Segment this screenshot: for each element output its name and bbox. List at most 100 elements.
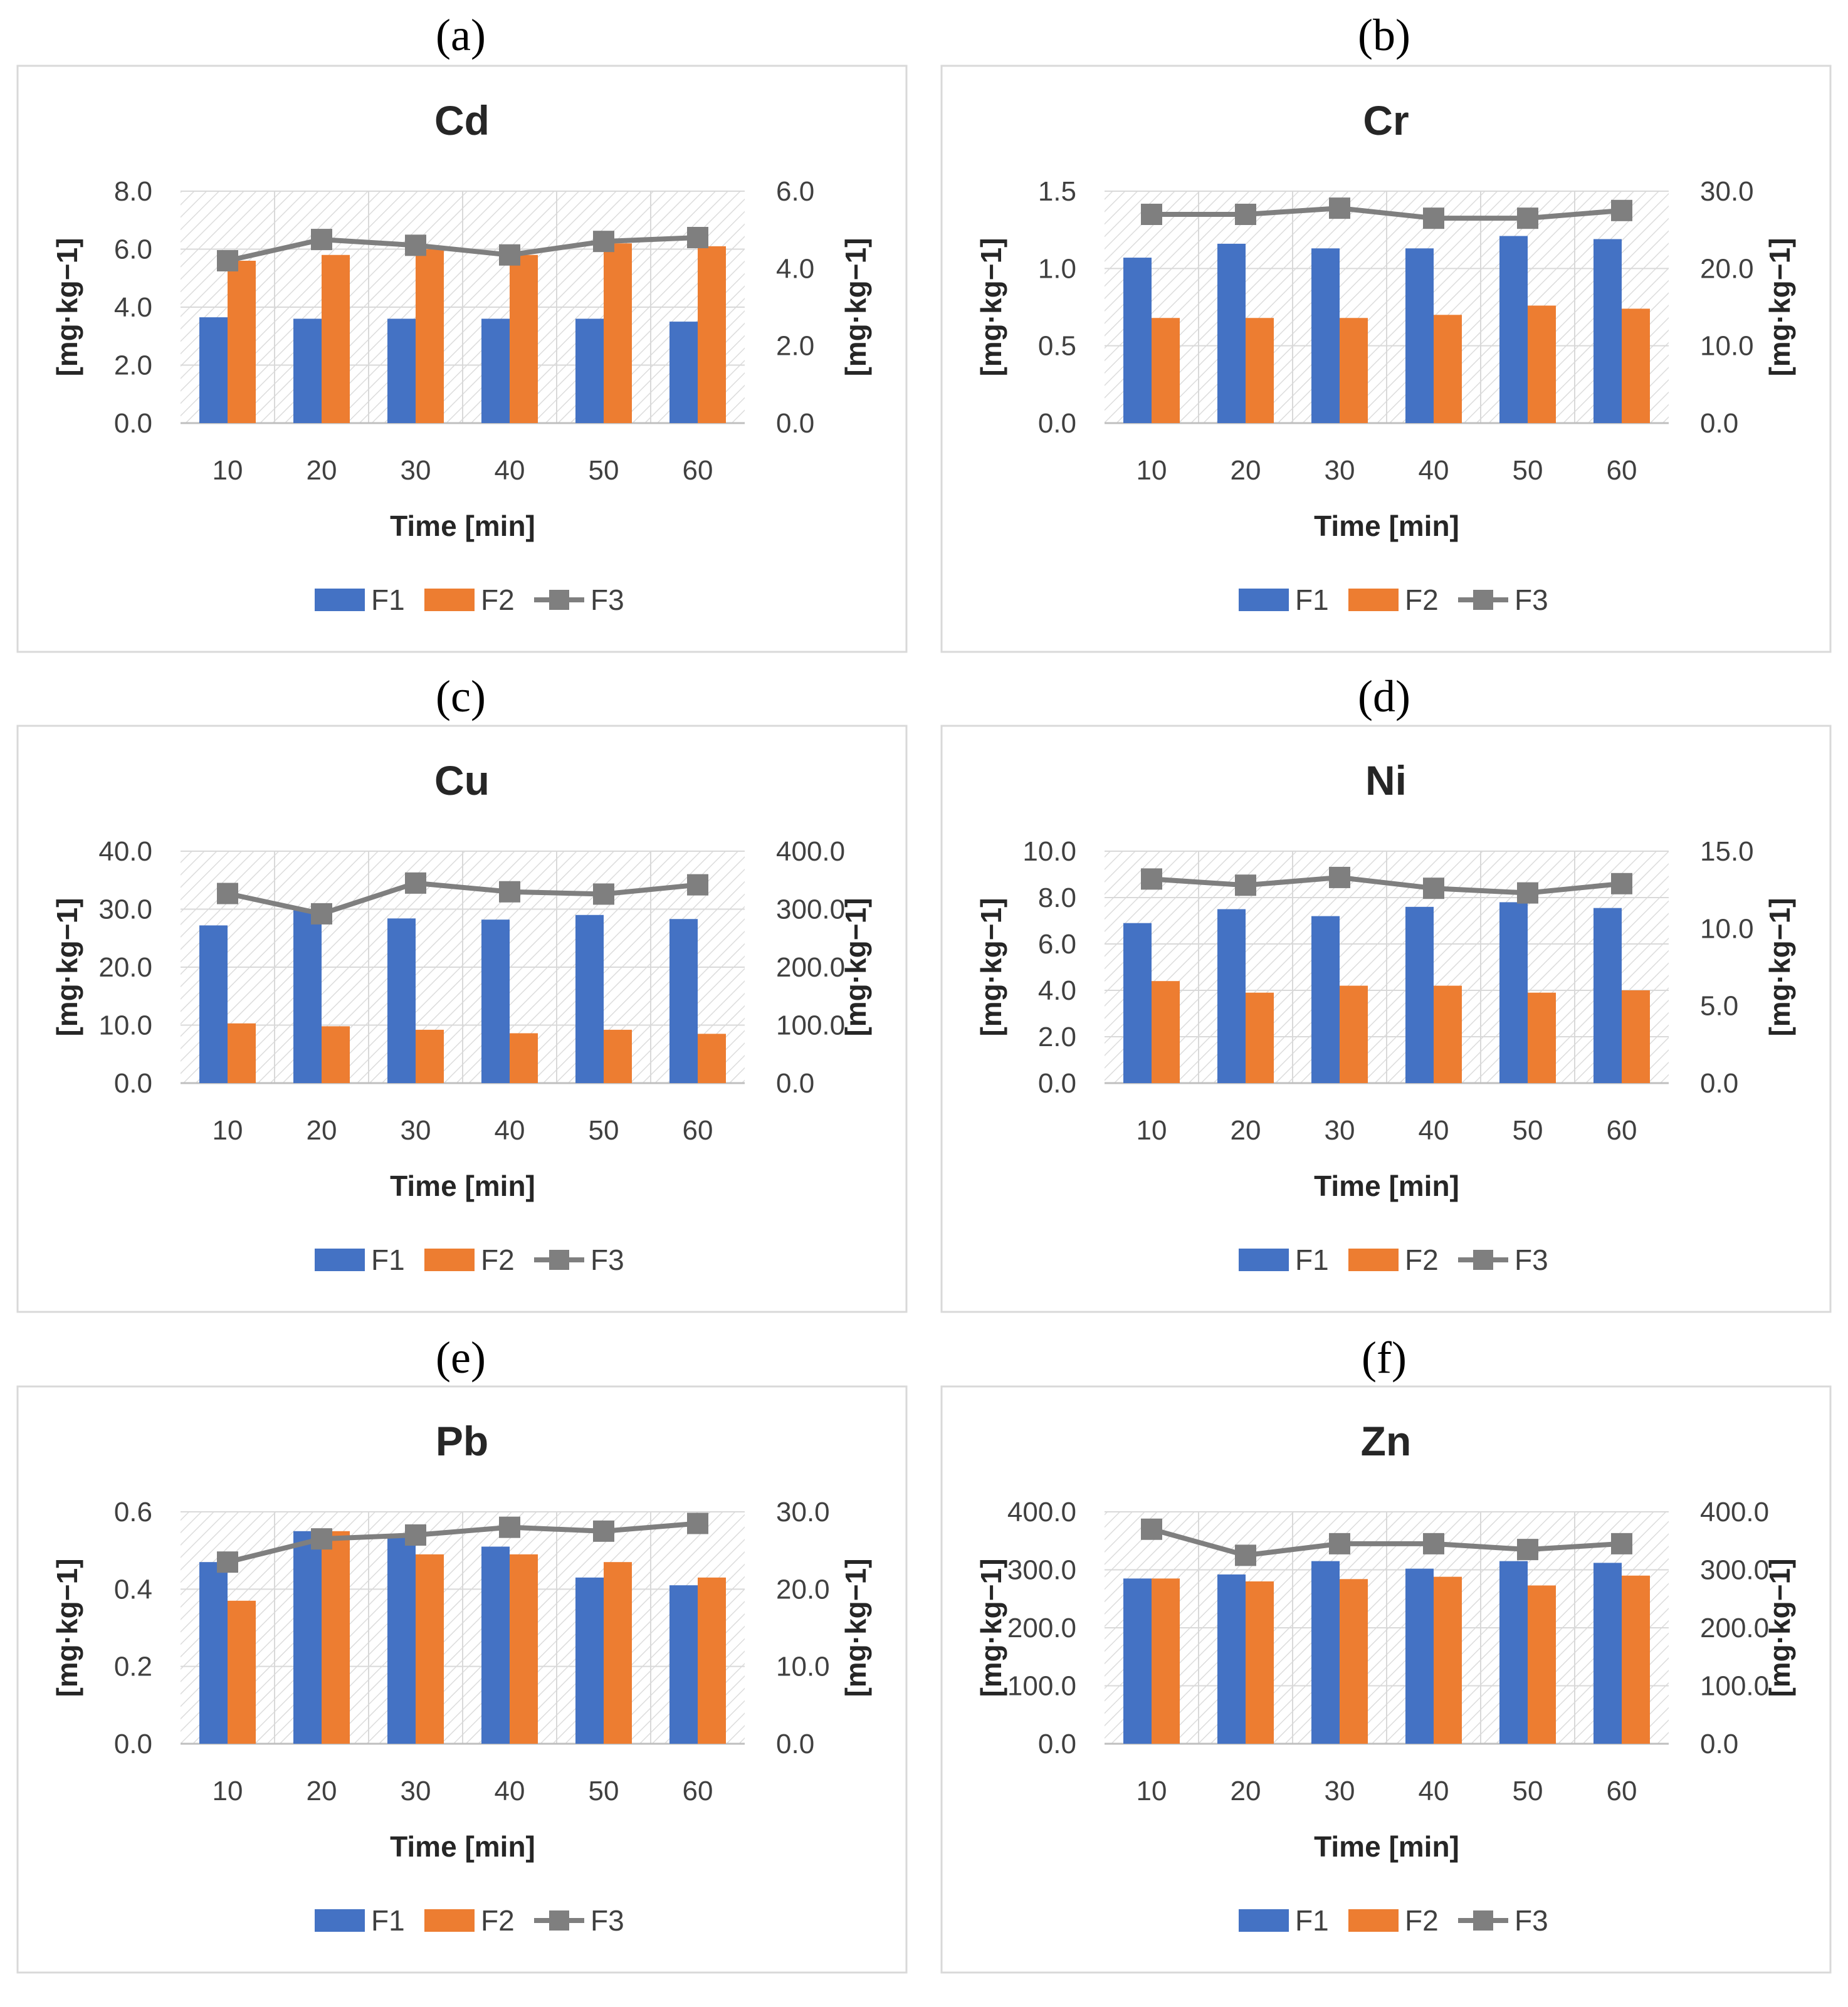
line-f3: [1150, 1526, 1622, 1558]
legend: F1 F2 F3: [315, 1244, 624, 1276]
y-axis-title-right: [mg·kg−1]: [839, 898, 872, 1036]
y2-tick-label: 15.0: [1700, 836, 1754, 867]
x-tick-label: 20: [1231, 455, 1261, 486]
x-tick-label: 50: [1513, 1776, 1543, 1806]
legend-label: F1: [1295, 1904, 1329, 1937]
marker-f3: [1235, 874, 1256, 896]
legend-label: F2: [1405, 584, 1439, 616]
y-axis-title-left: [mg·kg−1]: [975, 238, 1007, 376]
bar-f2: [1528, 305, 1556, 423]
bar-f2: [510, 254, 538, 423]
y-axis-title-right: [mg·kg−1]: [839, 238, 872, 376]
marker-f3: [311, 229, 332, 251]
bar-f1: [387, 1535, 416, 1744]
line-f3: [1151, 874, 1622, 896]
bar-f2: [228, 1600, 256, 1744]
legend-label: F1: [1295, 1244, 1329, 1276]
x-tick-label: 20: [307, 455, 337, 486]
bar-f1: [1593, 908, 1622, 1083]
legend-swatch-f1: [315, 1249, 365, 1271]
x-tick-label: 50: [589, 1115, 619, 1146]
bar-f1: [669, 322, 698, 423]
bar-f2: [322, 254, 350, 423]
marker-f3: [311, 1528, 332, 1550]
bar-f2: [1152, 318, 1180, 423]
bar-f2: [604, 1029, 632, 1083]
marker-f3: [687, 1512, 708, 1534]
line-f3: [227, 1521, 698, 1565]
bar-f2: [228, 1023, 256, 1083]
bar-f1: [1217, 909, 1246, 1083]
y-tick-label: 0.2: [114, 1652, 152, 1682]
y-axis-title-left: [mg·kg−1]: [975, 1558, 1007, 1697]
bar-f1: [199, 317, 228, 423]
marker-f3: [1329, 866, 1350, 888]
bar-f1: [669, 1585, 698, 1744]
x-tick-label: 10: [213, 1776, 243, 1806]
x-tick-label: 60: [683, 1776, 713, 1806]
bar-f2: [416, 249, 444, 423]
y-axis-title-left: [mg·kg−1]: [51, 1558, 83, 1697]
bar-f2: [510, 1554, 538, 1744]
x-axis-title: Time [min]: [390, 1170, 535, 1202]
chart-title: Cr: [1363, 97, 1409, 144]
marker-f3: [1423, 1533, 1444, 1554]
marker-f3: [1517, 1539, 1538, 1561]
legend-swatch-f2: [1348, 1249, 1399, 1271]
legend-swatch-f1: [1239, 1249, 1289, 1271]
legend: F1 F2 F3: [315, 584, 624, 616]
y2-tick-label: 10.0: [1700, 913, 1754, 944]
bar-f2: [1528, 1585, 1556, 1744]
bar-f1: [1311, 248, 1340, 423]
x-tick-label: 30: [401, 1776, 431, 1806]
x-tick-label: 30: [401, 1115, 431, 1146]
bar-f2: [416, 1554, 444, 1744]
bar-f2: [1246, 318, 1274, 423]
marker-f3: [217, 1551, 238, 1573]
x-tick-label: 50: [589, 1776, 619, 1806]
chart-panel-pb: (e) Pb 0.0 0.2 0.4 0.6 0.0 10.0 20.0 30.0 10 20 30 40…: [16, 1333, 908, 1974]
legend-label: F2: [1405, 1244, 1439, 1276]
legend-swatch-f2: [424, 589, 475, 611]
bar-f1: [1499, 236, 1528, 423]
bar-f1: [1499, 902, 1528, 1083]
bar-f1: [481, 920, 510, 1083]
x-tick-label: 30: [1325, 1776, 1355, 1806]
y2-tick-label: 0.0: [776, 1729, 814, 1759]
x-axis-title: Time [min]: [1314, 1170, 1459, 1202]
y-axis-title-left: [mg·kg−1]: [51, 898, 83, 1036]
y-tick-label: 6.0: [1038, 929, 1076, 960]
marker-f3: [593, 231, 614, 253]
legend-marker-f3: [1473, 590, 1493, 610]
y2-tick-label: 200.0: [776, 952, 845, 983]
x-tick-label: 30: [401, 455, 431, 486]
panel-letter: (b): [1358, 10, 1410, 60]
marker-f3: [1235, 204, 1256, 225]
bar-f1: [293, 1531, 322, 1744]
legend-label: F2: [481, 1904, 515, 1937]
x-tick-label: 20: [1231, 1776, 1261, 1806]
y2-tick-label: 0.0: [776, 408, 814, 439]
bar-f1: [387, 918, 416, 1083]
chart-panel-cd: (a) Cd 0.0 2.0 4.0 6.0 8.0 0.0 2.0 4.0 6.0 10 20 30 40…: [16, 10, 908, 653]
bar-f2: [1246, 992, 1274, 1083]
y2-tick-label: 0.0: [1700, 1068, 1738, 1099]
legend-swatch-f2: [1348, 589, 1399, 611]
y-tick-label: 10.0: [98, 1010, 152, 1041]
bar-f1: [575, 1577, 604, 1744]
y-tick-label: 0.0: [114, 1068, 152, 1099]
legend-label: F3: [1515, 1904, 1548, 1937]
x-tick-label: 20: [307, 1115, 337, 1146]
legend-label: F1: [371, 1904, 405, 1937]
bar-f1: [293, 910, 322, 1083]
chart-title: Pb: [436, 1418, 488, 1464]
x-tick-label: 50: [1513, 1115, 1543, 1146]
x-tick-label: 60: [683, 1115, 713, 1146]
bar-f2: [1340, 985, 1368, 1083]
bar-f1: [1405, 1568, 1434, 1744]
bar-f2: [1528, 992, 1556, 1083]
y-tick-label: 2.0: [1038, 1022, 1076, 1052]
chart-title: Cd: [434, 97, 490, 144]
y-tick-label: 0.6: [114, 1497, 152, 1528]
